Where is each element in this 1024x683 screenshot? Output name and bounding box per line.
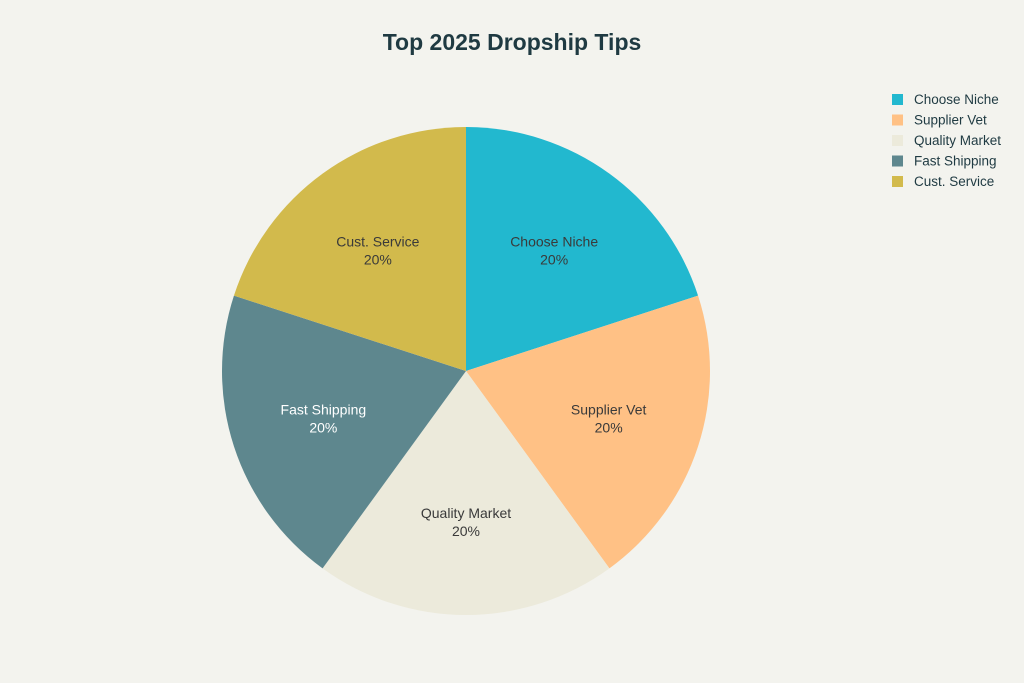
legend: Choose Niche Supplier Vet Quality Market Fa… (892, 92, 1001, 189)
legend-swatch-cust-service (892, 176, 903, 187)
legend-label-supplier-vet: Supplier Vet (914, 113, 987, 128)
pie-slice-quality-market (322, 371, 610, 615)
slice-value-cust-service: 20% (364, 252, 392, 268)
legend-label-fast-shipping: Fast Shipping (914, 154, 997, 169)
slice-label-supplier-vet: Supplier Vet (571, 401, 647, 417)
pie-slice-cust-service (233, 127, 466, 371)
legend-label-choose-niche: Choose Niche (914, 92, 999, 107)
legend-swatch-fast-shipping (892, 155, 903, 167)
slice-label-quality-market: Quality Market (421, 505, 511, 521)
legend-label-cust-service: Cust. Service (914, 174, 994, 189)
slice-value-quality-market: 20% (452, 523, 480, 539)
legend-swatch-supplier-vet (892, 114, 903, 126)
slice-value-fast-shipping: 20% (309, 419, 337, 435)
legend-swatch-quality-market (892, 135, 903, 146)
pie-slice-supplier-vet (466, 295, 710, 569)
pie-slice-choose-niche (466, 127, 699, 371)
pie-labels: Choose Niche 20% Supplier Vet 20% Quality Ma… (281, 234, 647, 539)
pie-slice-fast-shipping (222, 295, 466, 569)
legend-label-quality-market: Quality Market (914, 133, 1001, 148)
slice-label-choose-niche: Choose Niche (510, 234, 598, 250)
slice-value-choose-niche: 20% (540, 252, 568, 268)
legend-swatch-choose-niche (892, 94, 903, 105)
slice-value-supplier-vet: 20% (595, 419, 623, 435)
slice-label-fast-shipping: Fast Shipping (281, 401, 367, 417)
slice-label-cust-service: Cust. Service (336, 234, 419, 250)
chart-title: Top 2025 Dropship Tips (383, 29, 642, 55)
pie-slices (222, 127, 710, 615)
